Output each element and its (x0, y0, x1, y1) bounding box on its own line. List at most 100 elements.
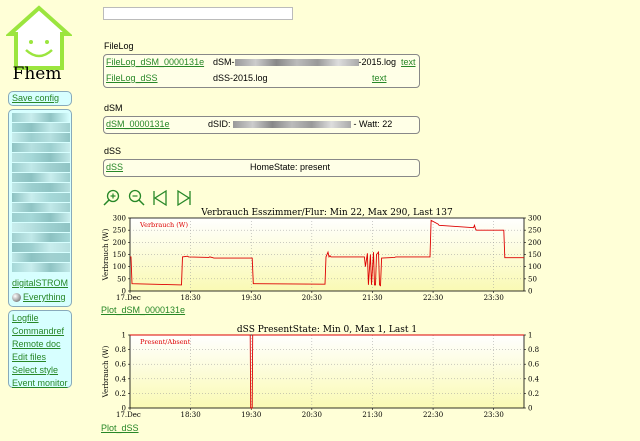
dsm-status: dSID: - Watt: 22 (208, 119, 393, 129)
y-tick-label: 1 (122, 332, 126, 340)
x-tick-label: 19:30 (241, 294, 261, 302)
legend-label: Present/Absent (140, 338, 191, 346)
redacted-value (234, 59, 359, 67)
y-tick-label: 50 (528, 275, 537, 283)
series-line (130, 334, 524, 409)
logfile-link[interactable]: Logfile (12, 313, 39, 323)
plot-dss-link[interactable]: Plot_dSS (101, 423, 139, 433)
plot-dsm-link[interactable]: Plot_dSM_0000131e (101, 305, 186, 315)
presence-chart[interactable]: dSS PresentState: Min 0, Max 1, Last 1 Ve… (97, 325, 557, 425)
y-tick-label: 1 (528, 332, 532, 340)
x-tick-label: 22:30 (423, 294, 443, 302)
y-tick-label: 0.4 (115, 375, 127, 383)
y-tick-label: 150 (113, 251, 126, 259)
dss-title: dSS (104, 146, 122, 156)
x-tick-label: 17.Dec (116, 294, 141, 302)
y-tick-label: 0 (122, 405, 126, 413)
prev-icon[interactable] (151, 189, 169, 207)
y-tick-label: 0.6 (115, 361, 127, 369)
chart-title: Verbrauch Esszimmer/Flur: Min 22, Max 29… (200, 208, 453, 218)
room-everything-label: Everything (23, 292, 66, 302)
dss-table: dSS HomeState: present (103, 159, 420, 177)
y-tick-label: 200 (113, 239, 126, 247)
logo-text: Fhem (12, 64, 62, 84)
remote-doc-link[interactable]: Remote doc (12, 339, 61, 349)
x-tick-label: 18:30 (181, 411, 201, 419)
y-tick-label: 100 (528, 263, 541, 271)
command-input[interactable] (103, 7, 293, 20)
table-row: dSS HomeState: present (104, 160, 419, 176)
menu-save: Save config (8, 91, 72, 106)
dss-device-link[interactable]: dSS (106, 162, 124, 172)
y-tick-label: 0.8 (528, 346, 539, 354)
room-everything-link[interactable]: Everything (9, 291, 66, 304)
x-tick-label: 21:30 (362, 294, 382, 302)
select-style-link[interactable]: Select style (12, 365, 59, 375)
filelog-table: FileLog_dSM_0000131e dSM- -2015.log text … (103, 54, 420, 88)
y-tick-label: 250 (528, 227, 541, 235)
x-tick-label: 23:30 (484, 411, 504, 419)
x-tick-label: 19:30 (241, 411, 261, 419)
y-axis-label: Verbrauch (W) (102, 345, 110, 398)
y-tick-label: 0.2 (115, 390, 126, 398)
redacted-value (233, 121, 352, 129)
globe-icon (12, 293, 21, 302)
y-tick-label: 50 (117, 275, 126, 283)
plot-area (129, 334, 525, 409)
table-row: FileLog_dSS dSS-2015.log text (104, 71, 419, 87)
dsm-device-link[interactable]: dSM_0000131e (106, 119, 170, 129)
y-tick-label: 0 (122, 288, 126, 296)
y-tick-label: 0.2 (528, 390, 539, 398)
dsm-title: dSM (104, 103, 123, 113)
x-tick-label: 20:30 (302, 294, 322, 302)
filelog-title: FileLog (104, 41, 134, 51)
x-tick-label: 18:30 (181, 294, 201, 302)
filelog-dss-file: dSS-2015.log (213, 73, 268, 83)
y-tick-label: 0 (528, 288, 532, 296)
zoom-out-icon[interactable] (127, 189, 145, 207)
zoom-controls (103, 189, 193, 207)
y-tick-label: 200 (528, 239, 541, 247)
edit-files-link[interactable]: Edit files (12, 352, 47, 362)
x-tick-label: 17.Dec (116, 411, 141, 419)
x-tick-label: 23:30 (484, 294, 504, 302)
chart-svg: dSS PresentState: Min 0, Max 1, Last 1 Ve… (102, 325, 540, 419)
chart-svg: Verbrauch Esszimmer/Flur: Min 22, Max 29… (102, 208, 541, 302)
chart-title: dSS PresentState: Min 0, Max 1, Last 1 (237, 325, 417, 335)
filelog-dsm-text-link[interactable]: text (401, 57, 416, 67)
power-chart[interactable]: Verbrauch Esszimmer/Flur: Min 22, Max 29… (97, 208, 557, 308)
commandref-link[interactable]: Commandref (12, 326, 65, 336)
filelog-dss-text-link[interactable]: text (372, 73, 387, 83)
tools-menu: Logfile Commandref Remote doc Edit files… (8, 310, 72, 388)
x-tick-label: 20:30 (302, 411, 322, 419)
room-digitalstrom-link[interactable]: digitalSTROM (12, 278, 69, 288)
dsm-table: dSM_0000131e dSID: - Watt: 22 (103, 116, 420, 134)
table-row: dSM_0000131e dSID: - Watt: 22 (104, 117, 419, 133)
y-tick-label: 300 (113, 215, 126, 223)
filelog-dsm-link[interactable]: FileLog_dSM_0000131e (106, 57, 205, 67)
y-tick-label: 0.6 (528, 361, 540, 369)
y-tick-label: 300 (528, 215, 541, 223)
room-menu: digitalSTROM Everything (8, 109, 72, 307)
table-row: FileLog_dSM_0000131e dSM- -2015.log text (104, 55, 419, 71)
y-tick-label: 250 (113, 227, 126, 235)
save-config-link[interactable]: Save config (12, 93, 60, 103)
zoom-in-icon[interactable] (103, 189, 121, 207)
y-tick-label: 100 (113, 263, 126, 271)
series-line (130, 219, 524, 287)
y-tick-label: 150 (528, 251, 541, 259)
x-tick-label: 22:30 (423, 411, 443, 419)
filelog-dss-link[interactable]: FileLog_dSS (106, 73, 158, 83)
next-icon[interactable] (175, 189, 193, 207)
legend-label: Verbrauch (W) (139, 221, 188, 229)
dss-state: HomeState: present (250, 162, 331, 172)
y-tick-label: 0.4 (528, 375, 540, 383)
fhem-house-logo-icon[interactable] (6, 4, 72, 90)
y-tick-label: 0.8 (115, 346, 126, 354)
event-monitor-link[interactable]: Event monitor (12, 378, 68, 388)
y-axis-label: Verbrauch (W) (102, 228, 110, 281)
filelog-dsm-file: dSM- -2015.log (213, 57, 397, 67)
x-tick-label: 21:30 (362, 411, 382, 419)
y-tick-label: 0 (528, 405, 532, 413)
